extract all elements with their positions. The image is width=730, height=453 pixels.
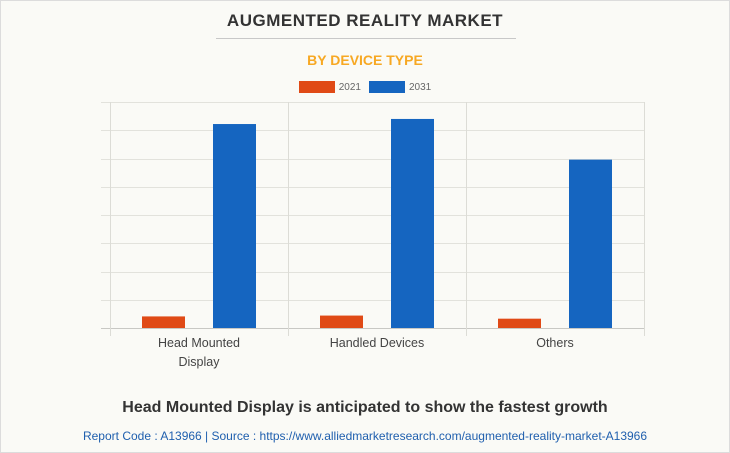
bar-chart: Head Mounted Display Handled Devices Others: [101, 102, 645, 369]
x-tick-label: Display: [179, 355, 221, 369]
x-tick-label: Others: [536, 336, 574, 350]
report-source-link[interactable]: Report Code : A13966 | Source : https://…: [82, 429, 648, 443]
x-tick-label: Handled Devices: [330, 336, 425, 350]
bar-2021-head-mounted-display: [142, 316, 185, 328]
title-divider: [216, 38, 516, 39]
legend: 2021 2031: [1, 81, 729, 93]
legend-label-2021: 2021: [338, 81, 361, 93]
x-tick-label: Head Mounted: [158, 336, 240, 350]
chart-title: AUGMENTED REALITY MARKET: [226, 11, 504, 30]
bar-2021-handled-devices: [320, 315, 363, 328]
legend-swatch-2021: [298, 81, 335, 93]
legend-label-2031: 2031: [409, 81, 432, 93]
legend-item-2021[interactable]: 2021: [298, 81, 361, 93]
chart-insight-headline: Head Mounted Display is anticipated to s…: [122, 399, 608, 416]
legend-swatch-2031: [369, 81, 405, 93]
bar-2031-handled-devices: [391, 118, 434, 328]
bar-2031-others: [569, 159, 612, 328]
chart-subtitle: BY DEVICE TYPE: [307, 52, 423, 68]
bar-2031-head-mounted-display: [213, 124, 256, 328]
legend-item-2031[interactable]: 2031: [369, 81, 431, 93]
bar-2021-others: [498, 318, 541, 328]
